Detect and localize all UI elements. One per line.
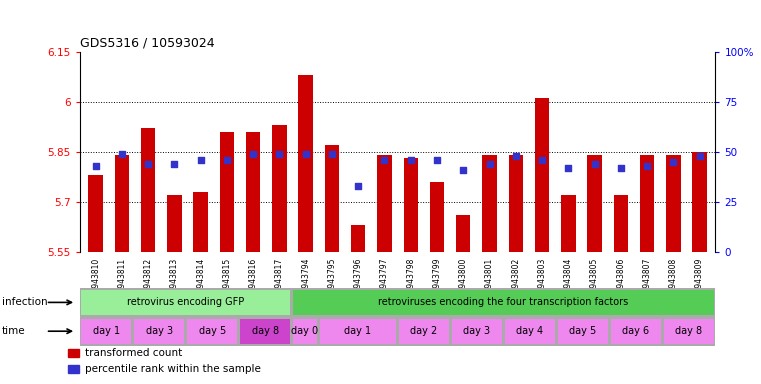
Bar [320, 319, 396, 344]
Bar [558, 319, 608, 344]
Point [405, 157, 417, 163]
Text: day 1: day 1 [344, 326, 371, 336]
Bar [68, 349, 79, 357]
Bar [664, 319, 714, 344]
Bar [293, 290, 714, 315]
Text: retrovirus encoding GFP: retrovirus encoding GFP [127, 297, 244, 307]
Point [378, 157, 390, 163]
Bar [535, 98, 549, 252]
Bar [508, 155, 523, 252]
Bar [220, 132, 234, 252]
Bar [666, 155, 680, 252]
Bar [293, 319, 317, 344]
Point [221, 157, 233, 163]
Bar [240, 319, 290, 344]
Bar [298, 75, 313, 252]
Point [667, 159, 680, 165]
Point [588, 161, 600, 167]
Bar [351, 225, 365, 252]
Text: day 8: day 8 [252, 326, 279, 336]
Bar [81, 319, 131, 344]
Point [536, 157, 548, 163]
Bar [693, 152, 707, 252]
Bar [482, 155, 497, 252]
Point [300, 151, 312, 157]
Point [510, 152, 522, 159]
Text: infection: infection [2, 297, 47, 308]
Bar [611, 319, 661, 344]
Point [483, 161, 495, 167]
Text: day 4: day 4 [517, 326, 543, 336]
Bar [135, 319, 184, 344]
Point [168, 161, 180, 167]
Text: day 2: day 2 [410, 326, 438, 336]
Point [90, 162, 102, 169]
Text: transformed count: transformed count [85, 348, 183, 358]
Bar [115, 155, 129, 252]
Bar [456, 215, 470, 252]
Point [142, 161, 154, 167]
Bar [613, 195, 628, 252]
Bar [505, 319, 555, 344]
Text: day 1: day 1 [93, 326, 120, 336]
Bar [325, 145, 339, 252]
Point [457, 167, 470, 173]
Bar [88, 175, 103, 252]
Text: day 5: day 5 [199, 326, 226, 336]
Bar [272, 125, 287, 252]
Text: day 5: day 5 [569, 326, 597, 336]
Bar [430, 182, 444, 252]
Bar [561, 195, 575, 252]
Bar [452, 319, 502, 344]
Bar [81, 290, 291, 315]
Bar [377, 155, 392, 252]
Bar [640, 155, 654, 252]
Bar [141, 128, 155, 252]
Text: GDS5316 / 10593024: GDS5316 / 10593024 [80, 36, 215, 49]
Point [641, 162, 653, 169]
Point [195, 157, 207, 163]
Point [615, 165, 627, 171]
Point [273, 151, 285, 157]
Point [693, 152, 705, 159]
Bar [68, 365, 79, 372]
Text: time: time [2, 326, 25, 336]
Bar [246, 132, 260, 252]
Point [247, 151, 260, 157]
Text: day 6: day 6 [622, 326, 649, 336]
Bar [167, 195, 182, 252]
Point [116, 151, 128, 157]
Point [352, 182, 365, 189]
Bar [587, 155, 602, 252]
Bar [400, 319, 449, 344]
Point [562, 165, 575, 171]
Point [431, 157, 443, 163]
Text: day 8: day 8 [675, 326, 702, 336]
Text: retroviruses encoding the four transcription factors: retroviruses encoding the four transcrip… [378, 297, 629, 307]
Bar [187, 319, 237, 344]
Bar [403, 158, 418, 252]
Text: day 3: day 3 [463, 326, 491, 336]
Bar [193, 192, 208, 252]
Point [326, 151, 338, 157]
Text: percentile rank within the sample: percentile rank within the sample [85, 364, 261, 374]
Text: day 3: day 3 [146, 326, 173, 336]
Text: day 0: day 0 [291, 326, 319, 336]
